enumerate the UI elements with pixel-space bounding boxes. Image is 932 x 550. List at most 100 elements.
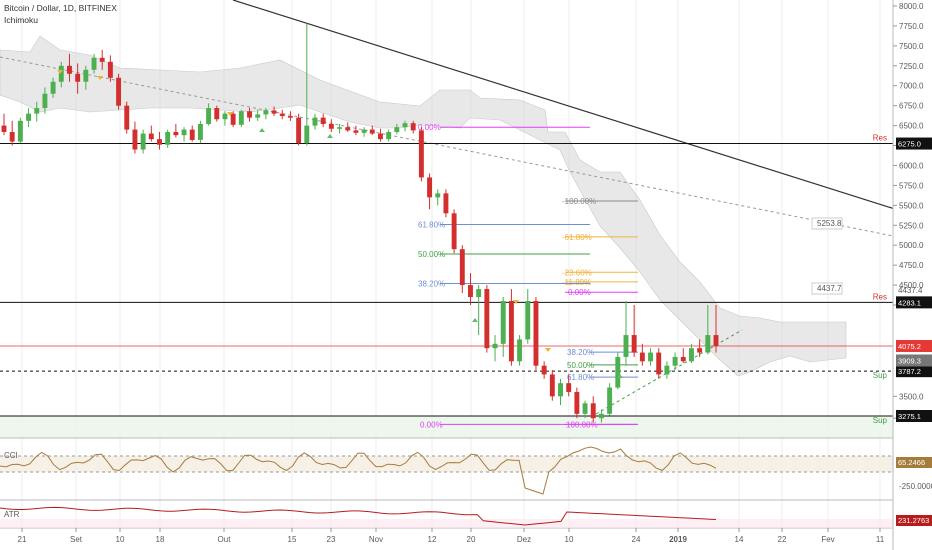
time-tick-label: 2019 [669,535,687,544]
time-tick-label: 11 [876,535,885,544]
time-tick-label: 15 [288,535,297,544]
trendline-dashed [0,56,899,238]
price-tag-gray: 3909.3 [898,356,921,365]
candle-body [468,285,473,298]
level-label: Res [873,292,887,301]
cci-line [0,446,717,495]
trendline-resistance [232,0,899,211]
annotation-box [811,282,843,295]
indicator-label: Ichimoku [4,15,38,25]
price-tick-label: 7500.0 [899,42,924,51]
candle-body [427,177,433,198]
candle-body [91,57,97,70]
candle-body [279,113,285,117]
candle-body [50,81,56,94]
candle-body [34,108,40,114]
fib-label: 50.00% [418,250,445,259]
candle-body [451,213,457,250]
marker-down [227,112,233,116]
candle-body [484,289,490,349]
price-tick-label: 4750.0 [899,261,924,270]
fibonacci-levels: 0.00% -100.00% 61.80% -61.80% 50.00% -23.60%-… [418,123,638,429]
candle-body [312,117,318,126]
cci-tag-bg [896,457,932,468]
fib-label: -11.80% [562,278,591,287]
fib-label: -23.60% [562,268,592,277]
time-axis[interactable]: 21 Set 10 18 Out 15 23 Nov 12 20 Dez 10 24 2019 14 22 Fe… [18,528,885,544]
candle-body [345,127,351,131]
candle-body [320,117,326,125]
cci-axis-label: -250.0000 [899,482,932,491]
level-tag-bg [896,137,932,150]
candle-body [443,193,449,214]
candle-body [402,123,408,128]
candle-body [107,61,113,78]
candle-body [230,113,236,125]
atr-tag: 231.2763 [898,516,929,525]
price-tick-label: 5750.0 [899,181,924,190]
candle-body [140,133,146,150]
candle-body [492,343,498,349]
ichimoku-cloud [0,35,847,377]
candle-body [656,352,662,375]
annotation-text: 5253.8 [817,219,842,228]
signal-markers [57,70,623,378]
candle-body [214,108,220,120]
fib-label: 0.00% [420,420,443,429]
time-tick-label: Nov [369,535,383,544]
fib-label: 0.00% [418,123,441,132]
time-tick-label: Fev [821,535,834,544]
candle-body [189,129,195,140]
marker-up [617,374,623,378]
candle-body [607,387,613,414]
candle-body [157,139,162,145]
atr-line [0,506,717,526]
candle-body [197,124,203,140]
candle-body [58,65,64,82]
candle-body [75,73,81,82]
time-tick-label: 14 [735,535,744,544]
candle-body [639,352,645,362]
fib-label: -61.80% [562,233,592,242]
marker-down [513,300,519,304]
candle-body [713,335,719,346]
candle-body [525,301,531,340]
annotation-text: 4437.7 [817,284,842,293]
price-tick-label: 7250.0 [899,62,924,71]
candle-body [517,339,523,362]
price-tick-label: 5250.0 [899,221,924,230]
level-tag-bg [896,365,932,378]
candle-body [394,127,400,132]
level-tag: 3787.2 [898,367,921,376]
candles[interactable] [1,23,719,423]
current-price-tag-bg [896,339,932,352]
price-tick-label: 3500.0 [899,392,924,401]
candle-body [67,65,72,74]
time-tick-label: 20 [467,535,476,544]
candle-body [705,335,711,353]
candle-body [615,356,621,388]
candle-body [598,413,604,419]
candle-body [697,348,703,353]
time-tick-label: Set [70,535,83,544]
price-tag-text: 4437.4 [898,286,923,295]
candle-body [206,108,212,125]
support-zone [0,415,893,438]
time-tick-label: 10 [116,535,125,544]
candle-body [328,124,334,129]
candle-body [410,123,416,131]
price-axis[interactable]: 8000.0 7750.0 7500.0 7250.0 7000.0 6750.0 6500… [892,0,932,550]
current-price-tag: 4075.2 [898,342,921,351]
candle-body [672,356,678,366]
candle-body [296,117,302,144]
candle-body [664,365,670,375]
fib-label: 0.00% [568,288,591,297]
level-tag: 3275.1 [898,412,921,421]
candle-body [353,130,359,133]
candle-body [623,335,629,357]
time-tick-label: 21 [18,535,27,544]
candle-body [688,348,694,362]
time-tick-label: 24 [632,535,641,544]
price-tick-label: 4500.0 [899,281,924,290]
